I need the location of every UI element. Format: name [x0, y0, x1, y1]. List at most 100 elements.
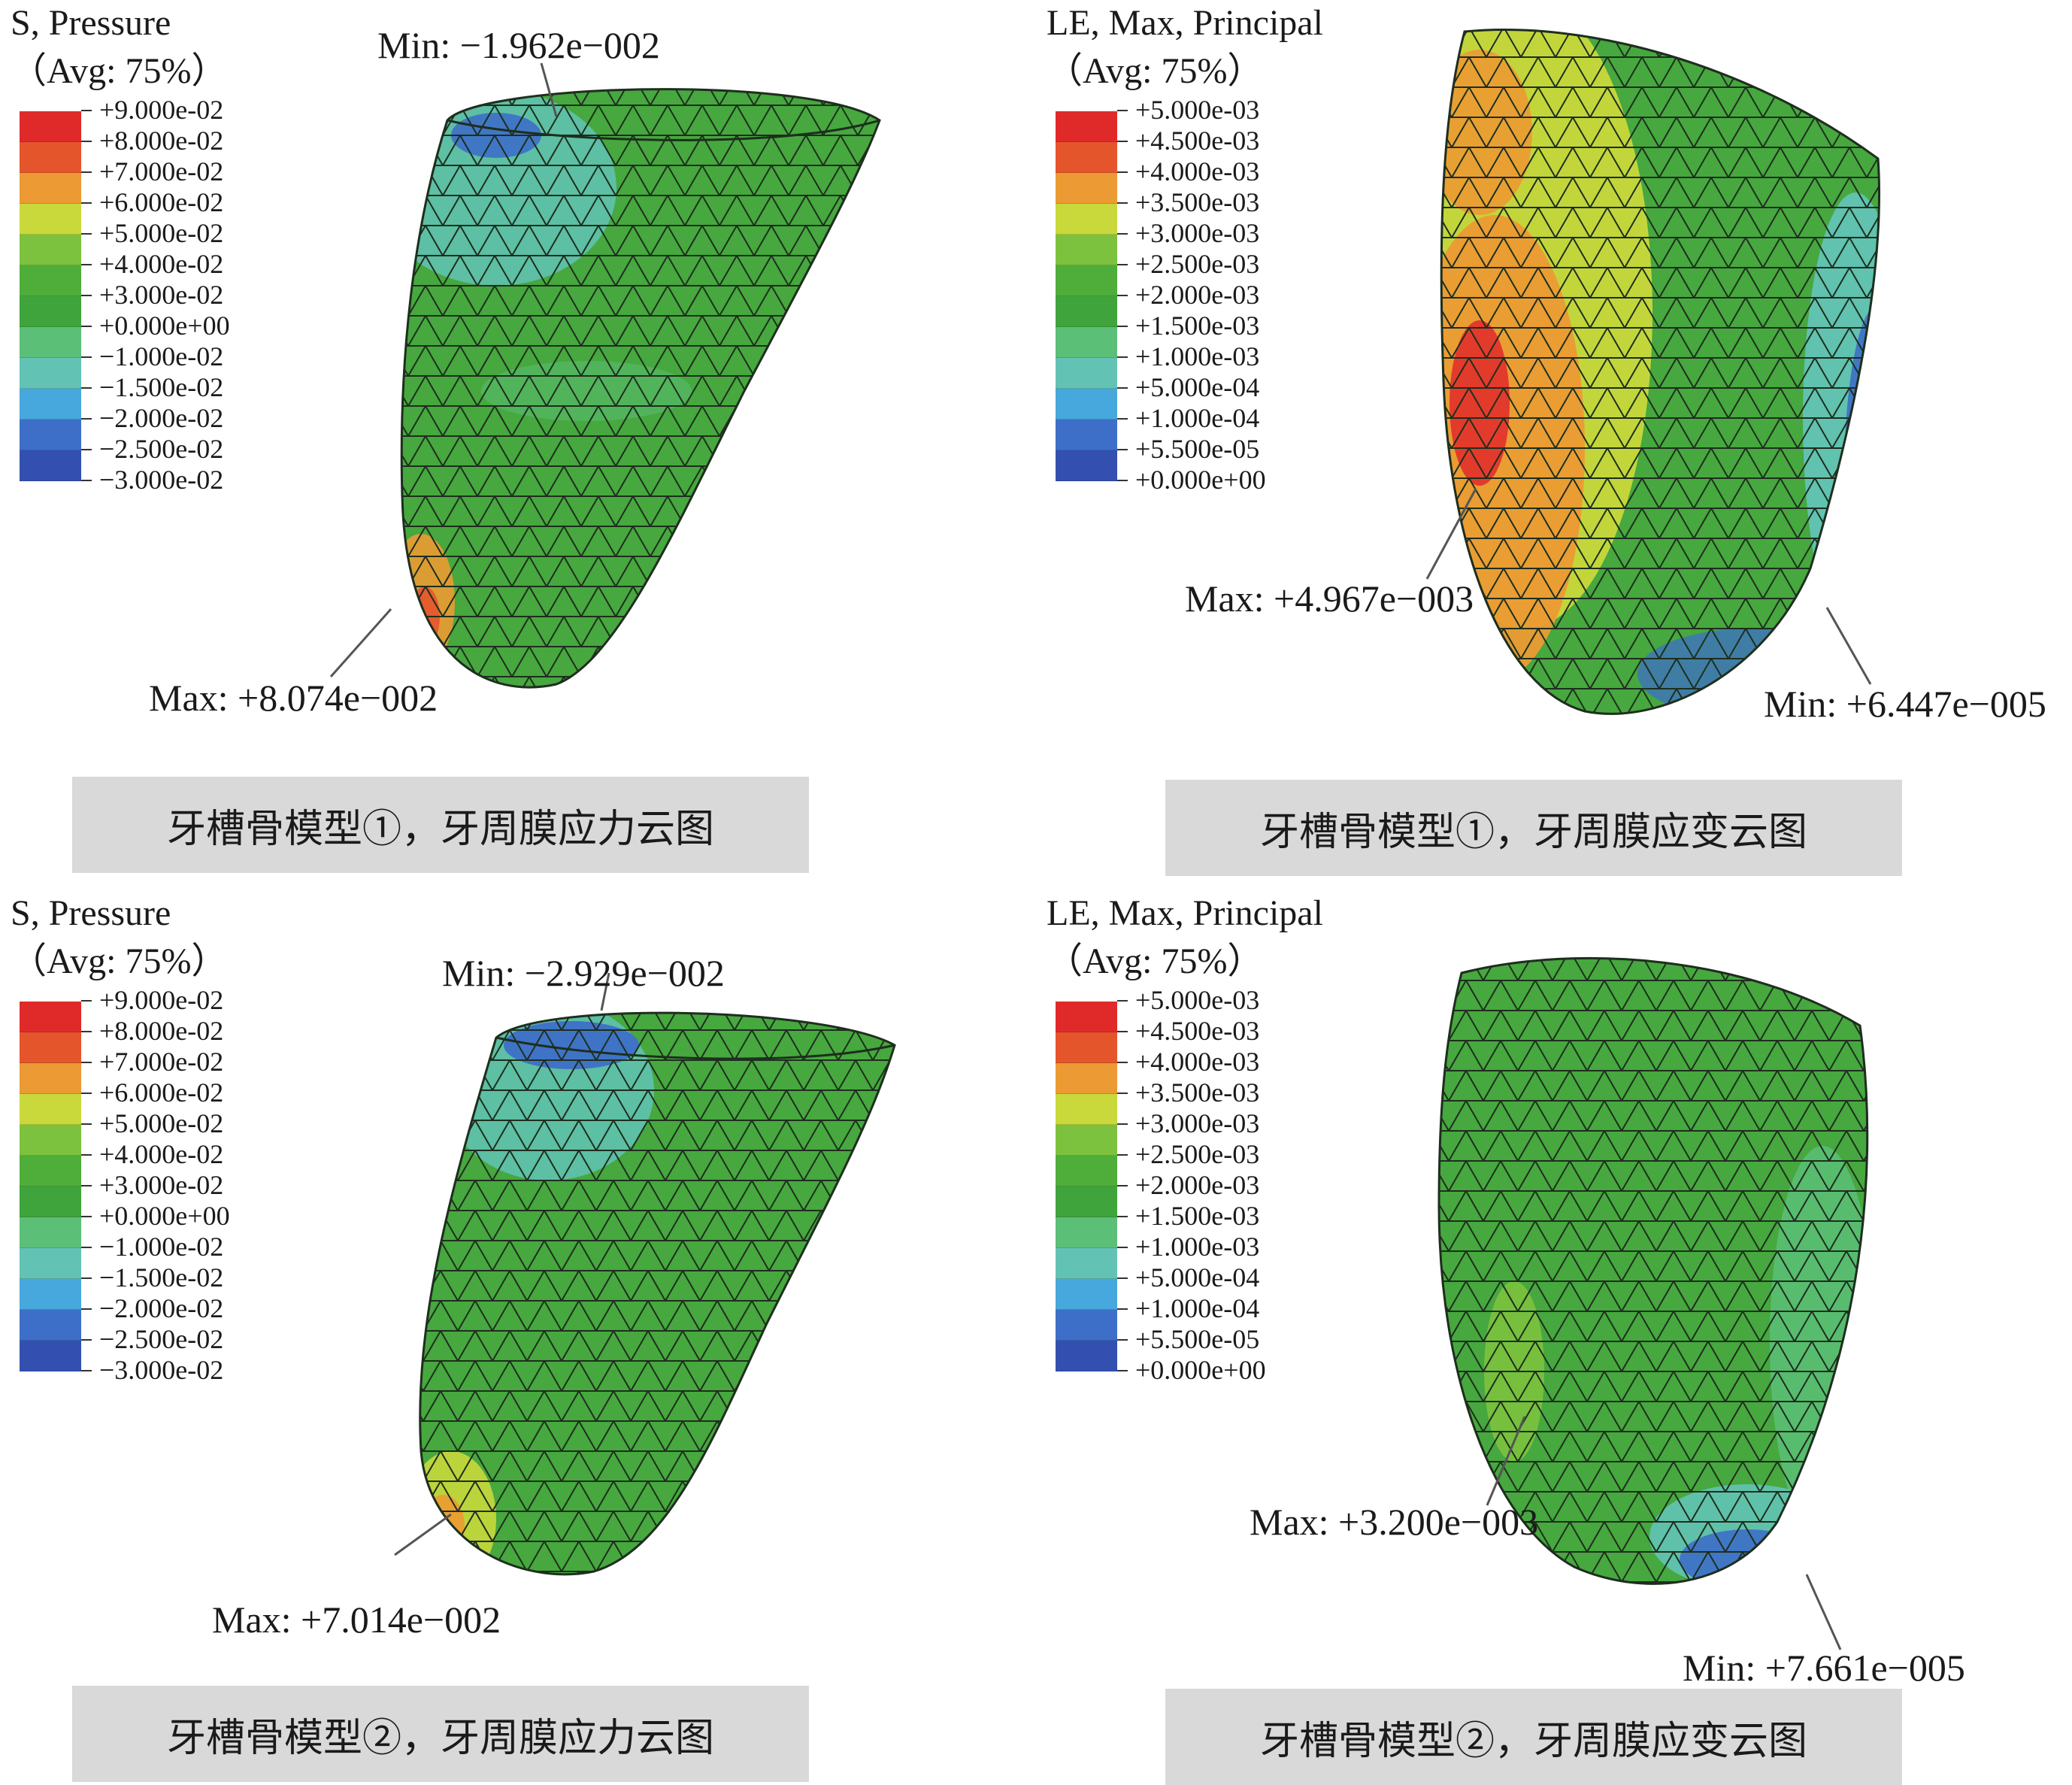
legend-tick-label: +2.000e-03: [1117, 1170, 1266, 1201]
legend-tick-label: +1.000e-03: [1117, 341, 1266, 372]
legend-tick-label: −1.500e-02: [81, 1262, 230, 1293]
legend-tick-label: +4.000e-02: [81, 1139, 230, 1170]
legend-tick-label: +5.000e-02: [81, 1108, 230, 1139]
legend-tick-label: +0.000e+00: [1117, 465, 1266, 495]
max-annotation: Max: +8.074e−002: [149, 677, 438, 719]
legend-swatch: [20, 1032, 81, 1063]
legend-swatch: [20, 1156, 81, 1186]
color-legend-bar: [1056, 1002, 1117, 1371]
legend-tick-label: +5.500e-05: [1117, 1324, 1266, 1355]
legend-swatch: [1056, 1094, 1117, 1125]
strain-contour-mesh: [1440, 29, 1880, 715]
legend-swatch: [20, 327, 81, 358]
legend-tick-labels: +5.000e-03 +4.500e-03 +4.000e-03 +3.500e-03…: [1117, 95, 1266, 495]
leader-lines: [394, 972, 610, 1556]
legend-swatch: [20, 420, 81, 450]
legend-swatch: [1056, 1248, 1117, 1279]
legend-swatch: [20, 111, 81, 142]
legend-swatch: [20, 1279, 81, 1310]
legend-tick-label: −3.000e-02: [81, 465, 230, 495]
legend-tick-label: +2.000e-03: [1117, 280, 1266, 311]
legend-swatch: [1056, 420, 1117, 450]
panel-model2-strain: LE, Max, Principal （Avg: 75%） +5.000e-03…: [1036, 890, 2072, 1785]
legend-title: S, Pressure: [11, 893, 171, 933]
legend-tick-label: +9.000e-02: [81, 985, 230, 1016]
legend-tick-label: +5.000e-03: [1117, 985, 1266, 1016]
legend-tick-label: +1.500e-03: [1117, 1201, 1266, 1232]
legend-swatch: [20, 1248, 81, 1279]
legend-swatch: [20, 296, 81, 327]
legend-tick-label: +6.000e-02: [81, 187, 230, 218]
legend-swatch: [1056, 389, 1117, 420]
legend-swatch: [1056, 1310, 1117, 1341]
legend-tick-label: +4.500e-03: [1117, 126, 1266, 156]
legend-swatch: [20, 358, 81, 389]
legend-tick-labels: +5.000e-03 +4.500e-03 +4.000e-03 +3.500e-03…: [1117, 985, 1266, 1386]
legend-swatch: [20, 1310, 81, 1341]
legend-swatch: [20, 389, 81, 420]
legend-title: LE, Max, Principal: [1047, 893, 1323, 933]
legend-tick-label: +3.000e-02: [81, 1170, 230, 1201]
legend-tick-label: +3.000e-03: [1117, 218, 1266, 249]
legend-swatch: [1056, 296, 1117, 327]
legend-swatch: [20, 1063, 81, 1094]
legend-tick-label: −1.000e-02: [81, 341, 230, 372]
legend-swatch: [20, 450, 81, 481]
legend-tick-label: +2.500e-03: [1117, 1139, 1266, 1170]
legend-tick-label: +1.000e-03: [1117, 1232, 1266, 1262]
legend-swatch: [20, 1186, 81, 1217]
legend-tick-label: +0.000e+00: [81, 311, 230, 341]
max-annotation: Max: +7.014e−002: [212, 1599, 501, 1641]
legend-tick-label: +4.000e-03: [1117, 1047, 1266, 1077]
legend-tick-label: +2.500e-03: [1117, 249, 1266, 280]
legend-swatch: [20, 1002, 81, 1032]
max-annotation: Max: +4.967e−003: [1185, 577, 1474, 620]
strain-contour-mesh: [1437, 956, 1869, 1585]
min-annotation: Min: −1.962e−002: [377, 24, 660, 66]
color-legend-bar: [20, 111, 81, 481]
legend-tick-label: +4.500e-03: [1117, 1016, 1266, 1047]
panel-model2-stress: S, Pressure （Avg: 75%） +9.000e-02 +8.000e…: [0, 890, 1036, 1782]
legend-tick-label: +5.000e-02: [81, 218, 230, 249]
legend-swatch: [1056, 1125, 1117, 1156]
legend-swatch: [1056, 1002, 1117, 1032]
legend-swatch: [1056, 1156, 1117, 1186]
legend-avg: （Avg: 75%）: [1047, 941, 1264, 981]
stress-contour-mesh: [419, 1011, 896, 1576]
legend-tick-label: +6.000e-02: [81, 1077, 230, 1108]
min-annotation: Min: +7.661e−005: [1683, 1647, 1965, 1689]
legend-swatch: [1056, 358, 1117, 389]
legend-swatch: [1056, 1186, 1117, 1217]
legend-tick-label: −2.000e-02: [81, 1293, 230, 1324]
legend-swatch: [20, 142, 81, 173]
legend-swatch: [1056, 204, 1117, 235]
legend-tick-label: −2.000e-02: [81, 403, 230, 434]
figure-caption: 牙槽骨模型②，牙周膜应变云图: [1165, 1689, 1902, 1785]
leader-lines: [1486, 1416, 1842, 1650]
legend-tick-label: +9.000e-02: [81, 95, 230, 126]
color-legend-bar: [1056, 111, 1117, 481]
legend-tick-label: −2.500e-02: [81, 1324, 230, 1355]
legend-tick-label: +1.000e-04: [1117, 1293, 1266, 1324]
stress-contour-mesh: [400, 88, 881, 689]
color-legend-bar: [20, 1002, 81, 1371]
figure-caption: 牙槽骨模型①，牙周膜应变云图: [1165, 780, 1902, 876]
legend-swatch: [20, 1341, 81, 1371]
min-annotation: Min: −2.929e−002: [442, 952, 725, 994]
legend-swatch: [1056, 1341, 1117, 1371]
legend-tick-label: +8.000e-02: [81, 1016, 230, 1047]
legend-tick-label: −2.500e-02: [81, 434, 230, 465]
legend-swatch: [1056, 142, 1117, 173]
leader-lines: [329, 62, 558, 677]
figure-caption: 牙槽骨模型②，牙周膜应力云图: [72, 1686, 809, 1782]
legend-tick-label: +3.000e-03: [1117, 1108, 1266, 1139]
legend-avg: （Avg: 75%）: [1047, 51, 1264, 91]
legend-swatch: [1056, 111, 1117, 142]
legend-swatch: [20, 1217, 81, 1248]
legend-avg: （Avg: 75%）: [11, 941, 228, 981]
legend-tick-label: −1.000e-02: [81, 1232, 230, 1262]
legend-tick-label: +1.500e-03: [1117, 311, 1266, 341]
legend-tick-label: +5.500e-05: [1117, 434, 1266, 465]
max-annotation: Max: +3.200e−003: [1250, 1501, 1539, 1543]
legend-swatch: [20, 204, 81, 235]
